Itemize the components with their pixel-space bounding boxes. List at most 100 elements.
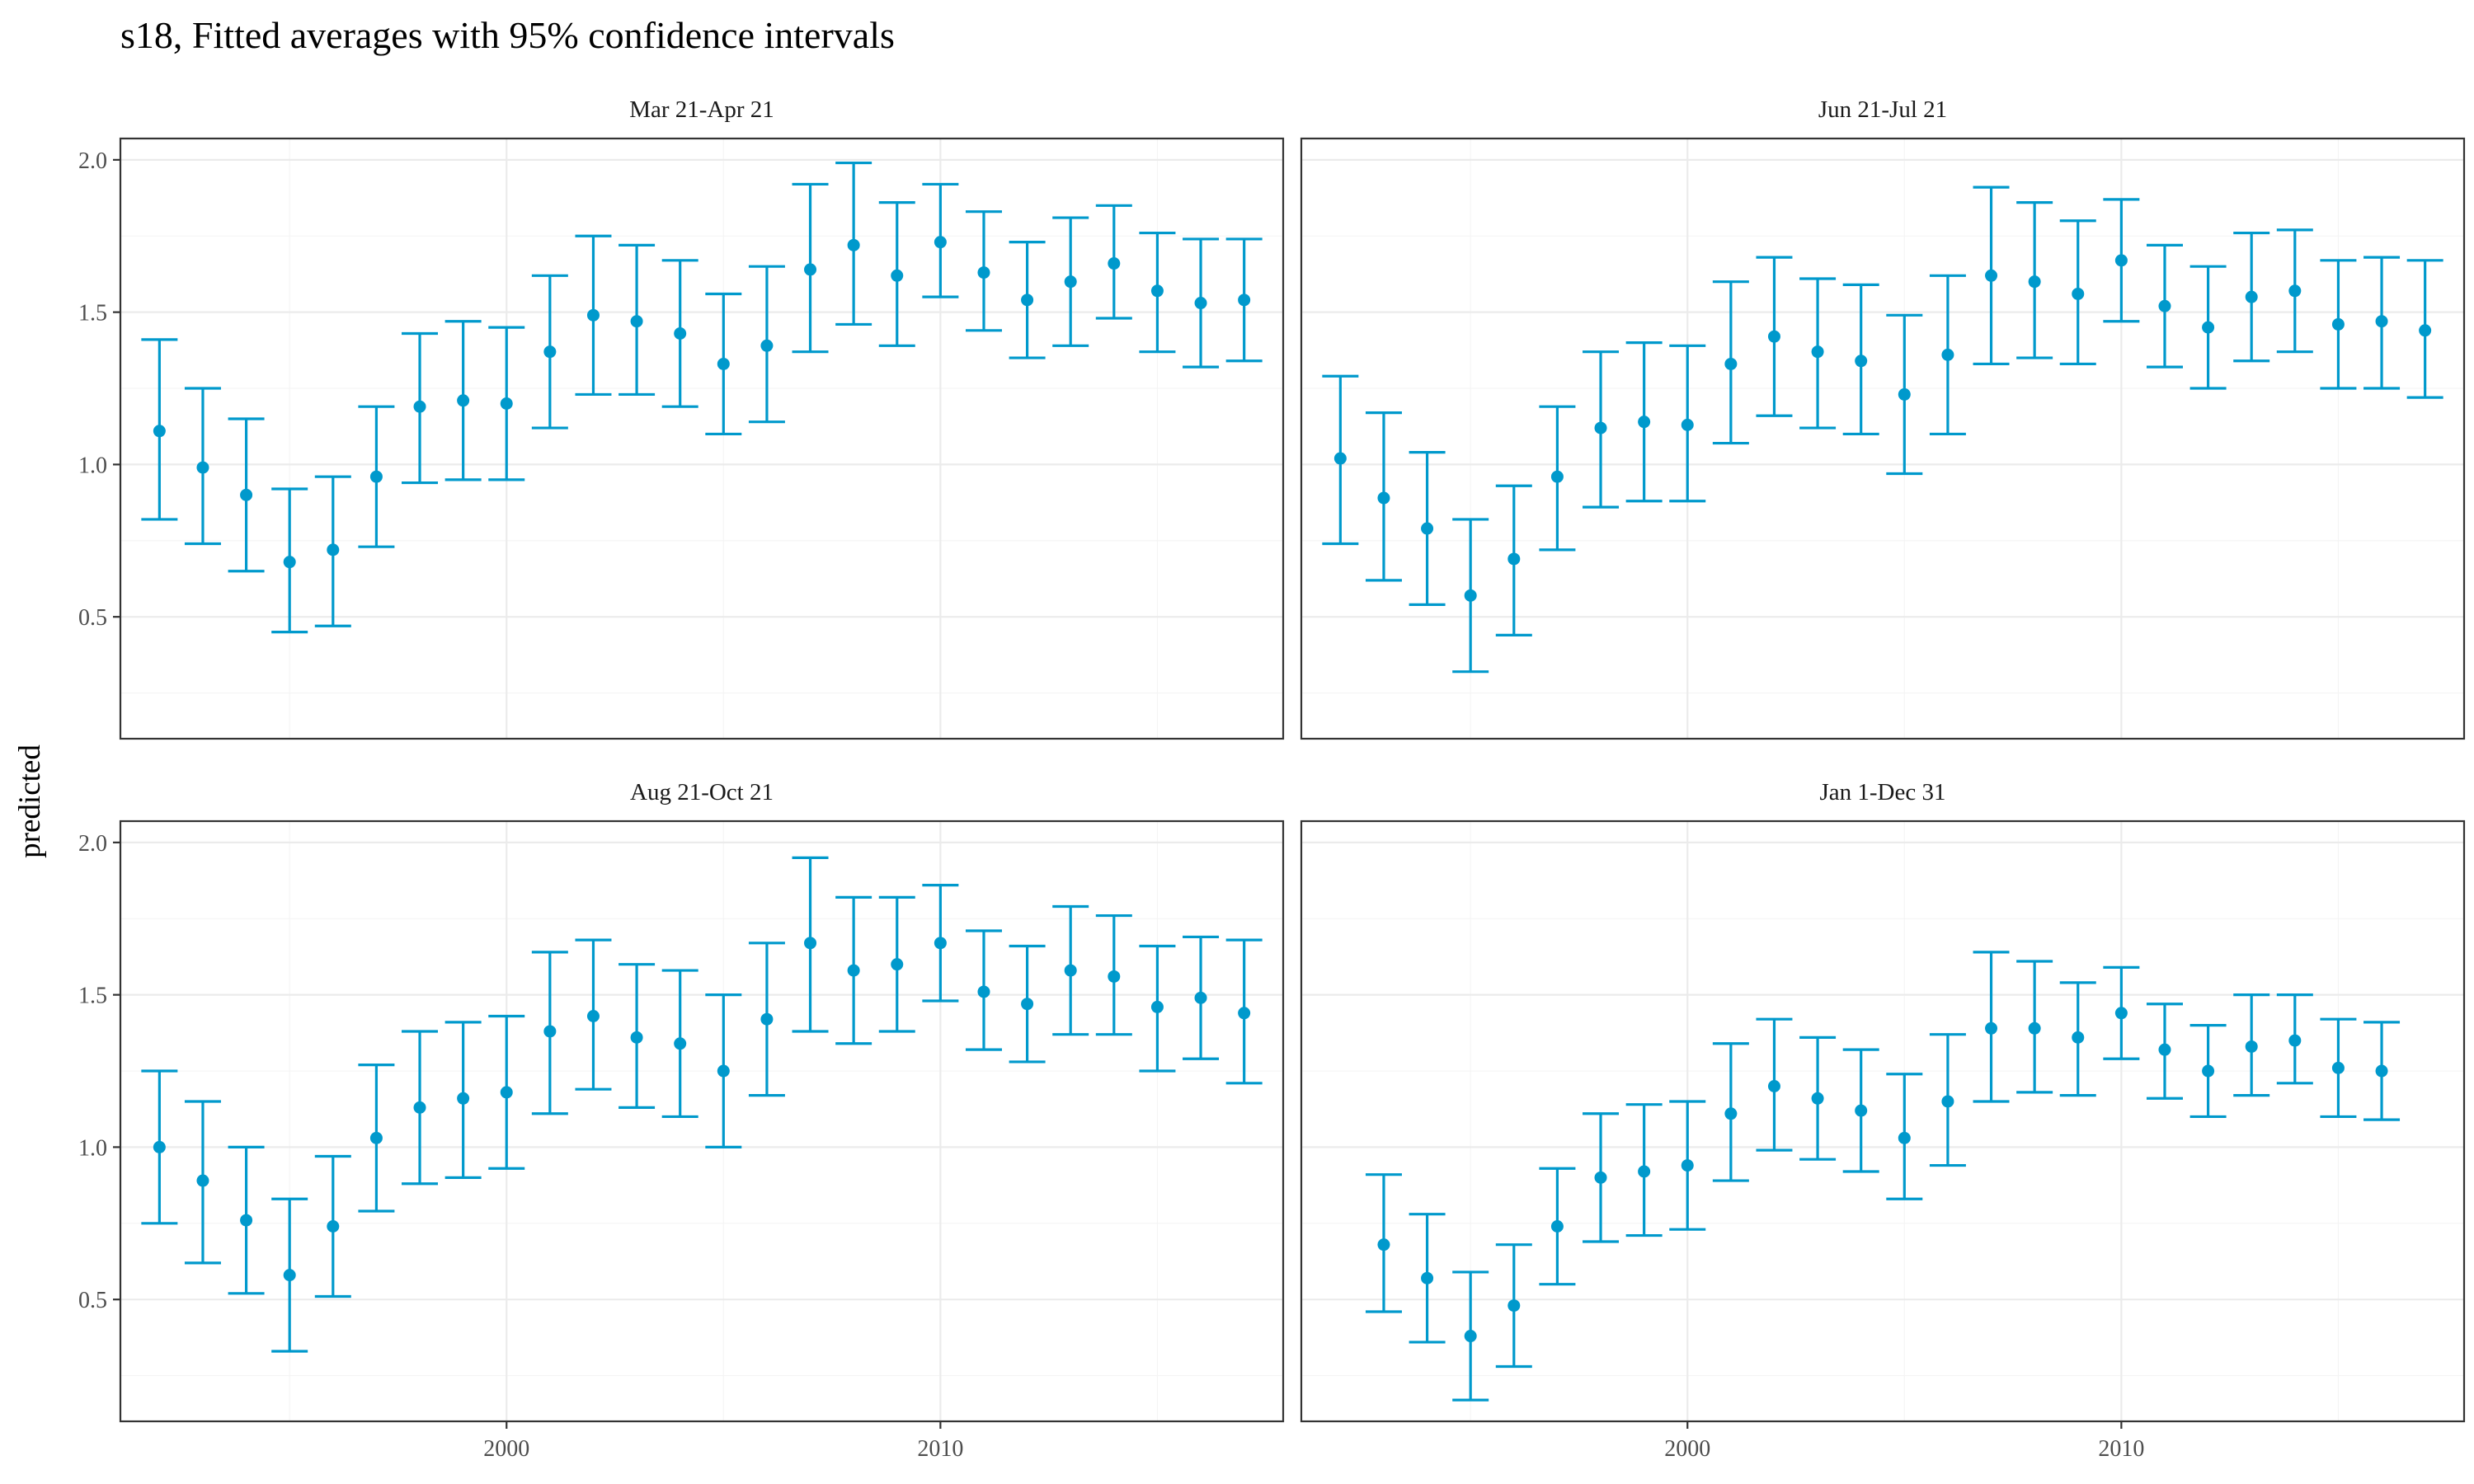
x-tick-label: 2000 bbox=[483, 1436, 529, 1462]
panel-label: Jan 1-Dec 31 bbox=[1819, 779, 1945, 805]
panel-1: Mar 21-Apr 21 0.5 1.0 1.5 2.0 bbox=[78, 96, 1285, 740]
error-bar bbox=[1052, 904, 1089, 1036]
panel-label: Mar 21-Apr 21 bbox=[629, 96, 774, 123]
data-point bbox=[543, 345, 557, 359]
error-bar bbox=[2276, 993, 2313, 1085]
data-point bbox=[1464, 589, 1477, 602]
error-bar bbox=[358, 405, 395, 548]
x-tick-label: 2000 bbox=[1664, 1436, 1710, 1462]
data-point bbox=[1194, 991, 1207, 1004]
error-bar bbox=[1669, 1100, 1706, 1231]
error-bar bbox=[184, 387, 221, 546]
error-bar bbox=[2189, 265, 2227, 390]
data-point bbox=[1507, 552, 1521, 566]
error-bar bbox=[2146, 1003, 2183, 1100]
error-bar bbox=[1095, 204, 1132, 320]
error-bar bbox=[488, 1014, 525, 1170]
error-bar bbox=[748, 265, 785, 424]
panels: Mar 21-Apr 21 0.5 1.0 1.5 2.0 Jun 21-Jul 21 Au… bbox=[78, 96, 2466, 1462]
data-point bbox=[934, 937, 947, 950]
data-point bbox=[847, 238, 860, 251]
data-point bbox=[1724, 357, 1738, 370]
data-point bbox=[1638, 416, 1651, 429]
error-bar bbox=[1756, 1017, 1793, 1152]
error-bar bbox=[835, 895, 872, 1045]
panel-frame bbox=[119, 137, 1285, 740]
data-point bbox=[586, 308, 600, 322]
data-point bbox=[804, 263, 817, 276]
data-point bbox=[1550, 1219, 1564, 1233]
error-bar bbox=[1973, 186, 2010, 366]
data-point bbox=[1238, 1007, 1251, 1020]
error-bar bbox=[2059, 219, 2096, 366]
data-point bbox=[630, 315, 643, 328]
panel-label: Aug 21-Oct 21 bbox=[630, 779, 774, 805]
x-tick-label: 2010 bbox=[917, 1436, 963, 1462]
error-bar bbox=[531, 951, 568, 1115]
data-point bbox=[1108, 970, 1121, 983]
data-point bbox=[327, 1219, 340, 1233]
error-bar bbox=[792, 182, 829, 354]
data-point bbox=[934, 236, 947, 249]
panel-3: Aug 21-Oct 21 0.5 1.0 1.5 2.0 2000 2010 bbox=[78, 779, 1285, 1462]
error-bar bbox=[1452, 1270, 1489, 1402]
data-point bbox=[153, 425, 166, 438]
panel-frame bbox=[1300, 819, 2466, 1423]
y-tick-label: 1.0 bbox=[78, 453, 107, 478]
error-bar bbox=[1929, 274, 1966, 436]
data-point bbox=[1767, 330, 1780, 343]
data-point bbox=[457, 394, 470, 407]
data-point bbox=[2375, 315, 2388, 328]
chart-title: s18, Fitted averages with 95% confidence… bbox=[120, 14, 895, 56]
data-point bbox=[1108, 257, 1121, 270]
data-point bbox=[674, 327, 687, 340]
error-bar bbox=[1009, 944, 1046, 1064]
data-point bbox=[369, 1131, 383, 1144]
error-bar bbox=[1322, 374, 1359, 546]
error-bar bbox=[2103, 198, 2140, 323]
data-point bbox=[1898, 1131, 1911, 1144]
data-point bbox=[586, 1010, 600, 1023]
error-bar bbox=[922, 884, 959, 1003]
error-bar bbox=[661, 259, 698, 408]
y-tick-label: 1.0 bbox=[78, 1135, 107, 1161]
data-point bbox=[543, 1025, 557, 1038]
error-bar bbox=[2233, 993, 2270, 1097]
data-point bbox=[1681, 1159, 1694, 1172]
data-point bbox=[413, 1101, 426, 1114]
data-point bbox=[1194, 297, 1207, 310]
data-point bbox=[2375, 1064, 2388, 1078]
data-point bbox=[1724, 1107, 1738, 1120]
y-tick-label: 2.0 bbox=[78, 831, 107, 857]
data-point bbox=[1377, 1238, 1390, 1252]
data-point bbox=[2158, 1043, 2171, 1056]
error-bar bbox=[2320, 259, 2357, 390]
data-point bbox=[1898, 387, 1911, 401]
data-point bbox=[891, 269, 904, 282]
data-point bbox=[2028, 275, 2041, 289]
error-bar bbox=[1973, 951, 2010, 1103]
data-point bbox=[2288, 1034, 2302, 1047]
error-bar bbox=[1183, 935, 1220, 1060]
data-point bbox=[977, 266, 990, 279]
error-bar bbox=[488, 326, 525, 481]
error-bar bbox=[1886, 1073, 1923, 1200]
data-point bbox=[413, 400, 426, 413]
data-point bbox=[283, 1269, 296, 1282]
data-point bbox=[1550, 470, 1564, 483]
panel-label: Jun 21-Jul 21 bbox=[1818, 96, 1947, 123]
error-bar bbox=[705, 292, 742, 436]
error-bar bbox=[575, 234, 612, 397]
error-bar bbox=[141, 338, 178, 521]
error-bar bbox=[1799, 277, 1837, 430]
error-bar bbox=[2363, 1021, 2401, 1121]
error-bar bbox=[228, 1145, 265, 1295]
data-point bbox=[1064, 964, 1077, 977]
data-point bbox=[2114, 254, 2128, 267]
error-bar bbox=[314, 1154, 351, 1298]
error-bar bbox=[1669, 344, 1706, 503]
error-bar bbox=[1409, 451, 1446, 607]
data-point bbox=[1150, 1000, 1164, 1013]
data-point bbox=[2072, 287, 2085, 300]
error-bar bbox=[1183, 237, 1220, 369]
